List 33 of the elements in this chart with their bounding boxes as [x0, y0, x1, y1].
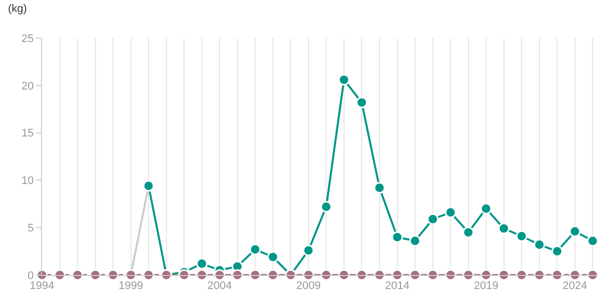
point [569, 226, 581, 238]
point [409, 235, 421, 247]
point [534, 238, 546, 250]
point [392, 231, 404, 243]
y-tick-label: 0 [28, 270, 34, 282]
x-tick-label: 2019 [474, 280, 498, 292]
point [551, 246, 563, 258]
y-tick-label: 25 [22, 32, 34, 45]
point [586, 235, 598, 247]
x-tick-label: 2009 [296, 280, 321, 292]
point [249, 244, 261, 256]
point [480, 202, 492, 214]
point [302, 244, 314, 256]
x-tick-label: 2004 [207, 280, 232, 292]
y-tick-label: 15 [22, 128, 34, 140]
point [338, 74, 350, 86]
point [196, 258, 208, 270]
y-tick-label: 5 [28, 222, 34, 234]
point [444, 206, 456, 218]
point [516, 230, 528, 242]
x-tick-label: 2014 [385, 280, 410, 292]
x-tick-label: 1994 [30, 280, 54, 292]
point [427, 213, 439, 225]
x-tick-label: 2024 [562, 280, 588, 292]
point [142, 180, 154, 192]
y-tick-label: 20 [22, 80, 34, 92]
point [374, 182, 386, 194]
point [267, 251, 279, 263]
point [498, 222, 510, 234]
y-tick-label: 10 [22, 175, 34, 188]
x-tick-label: 1999 [118, 280, 144, 292]
point [462, 226, 474, 238]
y-axis-title: (kg) [8, 3, 27, 15]
